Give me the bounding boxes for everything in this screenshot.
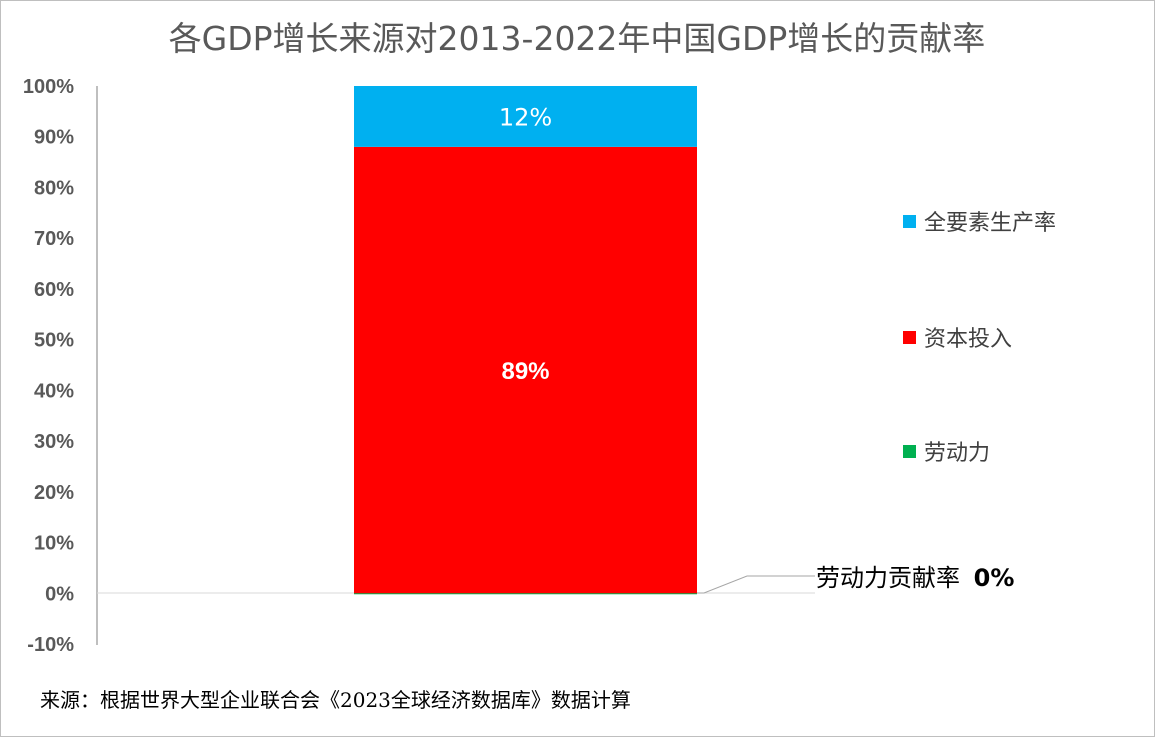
y-tick-label: 10% (34, 533, 74, 555)
legend-label: 全要素生产率 (924, 211, 1056, 236)
callout-label: 劳动力贡献率 (816, 564, 960, 592)
bar-segment-2 (354, 86, 697, 147)
labor-callout: 劳动力贡献率 0% (816, 564, 1014, 592)
bar-data-label-2: 12% (499, 103, 552, 131)
legend-label: 资本投入 (924, 327, 1012, 352)
y-tick-label: 20% (34, 482, 74, 504)
y-tick-label: -10% (27, 634, 74, 656)
y-tick-label: 100% (23, 76, 74, 98)
y-tick-label: 30% (34, 431, 74, 453)
bar-data-labels: 89% 12% (499, 103, 552, 385)
legend-swatch (903, 331, 916, 344)
chart-title: 各GDP增长来源对2013-2022年中国GDP增长的贡献率 (169, 19, 986, 58)
y-tick-label: 70% (34, 228, 74, 250)
y-tick-label: 40% (34, 380, 74, 402)
bar-segment-1 (354, 146, 697, 594)
y-axis-ticks: -10% 0% 10% 20% 30% 40% 50% 60% 70% 80% 90% 100% (23, 76, 74, 656)
y-tick-label: 0% (45, 583, 74, 605)
y-tick-label: 50% (34, 330, 74, 352)
legend-swatch (903, 215, 916, 228)
legend-label: 劳动力 (924, 441, 990, 466)
y-tick-label: 80% (34, 177, 74, 199)
y-tick-label: 90% (34, 127, 74, 149)
legend-swatch (903, 445, 916, 458)
source-note: 来源：根据世界大型企业联合会《2023全球经济数据库》数据计算 (40, 688, 631, 712)
y-tick-label: 60% (34, 279, 74, 301)
bar-segments (354, 86, 697, 595)
callout-value: 0% (974, 564, 1015, 592)
bar-data-label-1: 89% (501, 358, 549, 385)
callout-leader-line (697, 575, 815, 594)
